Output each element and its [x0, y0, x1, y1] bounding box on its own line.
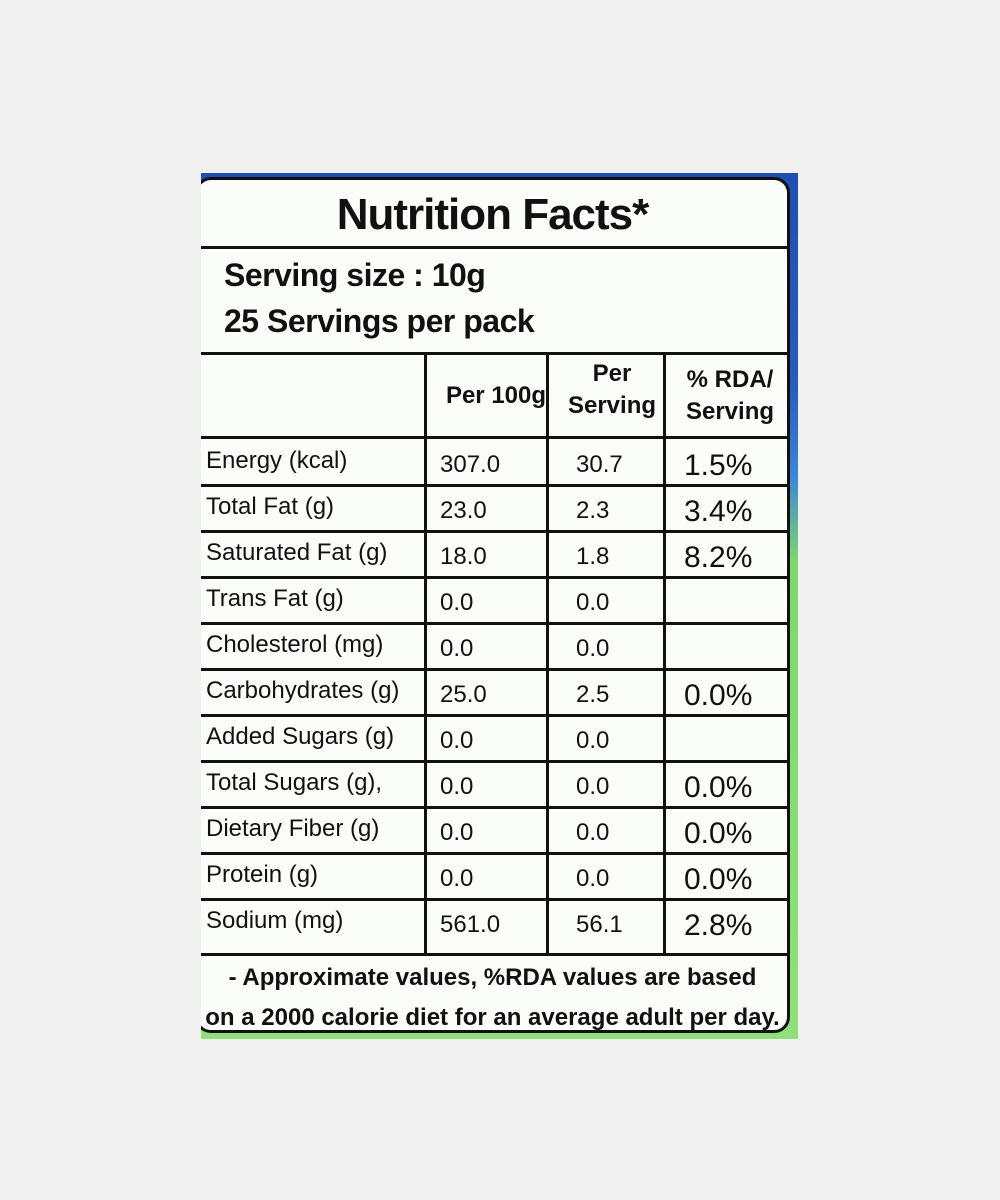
serving-size: Serving size : 10g [224, 257, 486, 293]
table-row: Dietary Fiber (g) 0.0 0.0 0.0% [201, 807, 787, 855]
row-divider [201, 852, 787, 855]
column-header-line: Serving [567, 392, 657, 419]
row-divider [201, 806, 787, 809]
value-per-serving: 2.3 [576, 497, 610, 524]
value-per-serving: 0.0 [576, 865, 610, 892]
divider [201, 953, 787, 956]
row-divider [201, 668, 787, 671]
nutrient-name: Cholesterol (mg) [206, 631, 384, 658]
table-row: Cholesterol (mg) 0.0 0.0 [201, 623, 787, 671]
row-divider [201, 760, 787, 763]
serving-info: Serving size : 10g 25 Servings per pack [224, 252, 535, 344]
row-divider [201, 622, 787, 625]
value-rda: 3.4% [684, 495, 753, 528]
table-row: Sodium (mg) 561.0 56.1 2.8% [201, 899, 787, 945]
nutrient-name: Total Sugars (g), [206, 769, 383, 796]
column-header-line: Serving [685, 398, 775, 425]
row-divider [201, 530, 787, 533]
footnote: - Approximate values, %RDA values are ba… [201, 958, 787, 1038]
label-title: Nutrition Facts* [336, 190, 650, 239]
nutrient-name: Added Sugars (g) [206, 723, 395, 750]
nutrient-name: Sodium (mg) [206, 907, 344, 934]
table-row: Added Sugars (g) 0.0 0.0 [201, 715, 787, 763]
value-per-100g: 0.0 [440, 819, 474, 846]
value-rda: 1.5% [684, 449, 753, 482]
value-per-serving: 0.0 [576, 819, 610, 846]
row-divider [201, 714, 787, 717]
divider [201, 436, 787, 439]
value-rda: 0.0% [684, 863, 753, 896]
table-row: Saturated Fat (g) 18.0 1.8 8.2% [201, 531, 787, 579]
column-header-rda: % RDA/ Serving [674, 364, 786, 428]
value-rda: 0.0% [684, 771, 753, 804]
value-per-100g: 0.0 [440, 727, 474, 754]
value-per-100g: 307.0 [440, 451, 501, 478]
servings-per-pack: 25 Servings per pack [224, 303, 535, 339]
table-row: Trans Fat (g) 0.0 0.0 [201, 577, 787, 625]
value-per-serving: 0.0 [576, 589, 610, 616]
nutrient-name: Trans Fat (g) [206, 585, 344, 612]
value-per-100g: 25.0 [440, 681, 487, 708]
column-header-line: Per [592, 360, 632, 387]
table-row: Total Sugars (g), 0.0 0.0 0.0% [201, 761, 787, 809]
value-per-serving: 0.0 [576, 635, 610, 662]
divider [201, 246, 787, 249]
value-per-serving: 30.7 [576, 451, 623, 478]
value-per-100g: 23.0 [440, 497, 487, 524]
value-per-serving: 56.1 [576, 911, 623, 938]
nutrient-name: Dietary Fiber (g) [206, 815, 380, 842]
value-per-serving: 1.8 [576, 543, 610, 570]
footnote-line: - Approximate values, %RDA values are ba… [228, 964, 757, 991]
value-per-100g: 0.0 [440, 589, 474, 616]
value-rda: 0.0% [684, 817, 753, 850]
nutrition-label: Nutrition Facts* Serving size : 10g 25 S… [201, 177, 790, 1033]
value-per-100g: 0.0 [440, 773, 474, 800]
value-rda: 2.8% [684, 909, 753, 942]
value-per-100g: 561.0 [440, 911, 501, 938]
value-per-serving: 0.0 [576, 727, 610, 754]
column-divider [424, 352, 427, 955]
column-header-per100: Per 100g [445, 382, 547, 409]
table-row: Carbohydrates (g) 25.0 2.5 0.0% [201, 669, 787, 717]
package-photo: Nutrition Facts* Serving size : 10g 25 S… [201, 173, 798, 1039]
value-per-100g: 0.0 [440, 865, 474, 892]
nutrient-name: Protein (g) [206, 861, 319, 888]
footnote-line: on a 2000 calorie diet for an average ad… [205, 1004, 780, 1031]
column-divider [546, 352, 549, 955]
table-row: Total Fat (g) 23.0 2.3 3.4% [201, 485, 787, 533]
value-rda: 0.0% [684, 679, 753, 712]
column-header-per-serving: Per Serving [554, 358, 670, 422]
value-rda: 8.2% [684, 541, 753, 574]
nutrient-name: Total Fat (g) [206, 493, 335, 520]
divider [201, 352, 787, 355]
value-per-100g: 0.0 [440, 635, 474, 662]
value-per-100g: 18.0 [440, 543, 487, 570]
row-divider [201, 576, 787, 579]
table-row: Protein (g) 0.0 0.0 0.0% [201, 853, 787, 901]
table-row: Energy (kcal) 307.0 30.7 1.5% [201, 439, 787, 487]
nutrient-name: Saturated Fat (g) [206, 539, 388, 566]
column-divider [663, 352, 666, 955]
nutrient-name: Energy (kcal) [206, 447, 348, 474]
row-divider [201, 484, 787, 487]
value-per-serving: 2.5 [576, 681, 610, 708]
value-per-serving: 0.0 [576, 773, 610, 800]
nutrient-name: Carbohydrates (g) [206, 677, 400, 704]
row-divider [201, 898, 787, 901]
column-header-line: % RDA/ [686, 366, 774, 393]
